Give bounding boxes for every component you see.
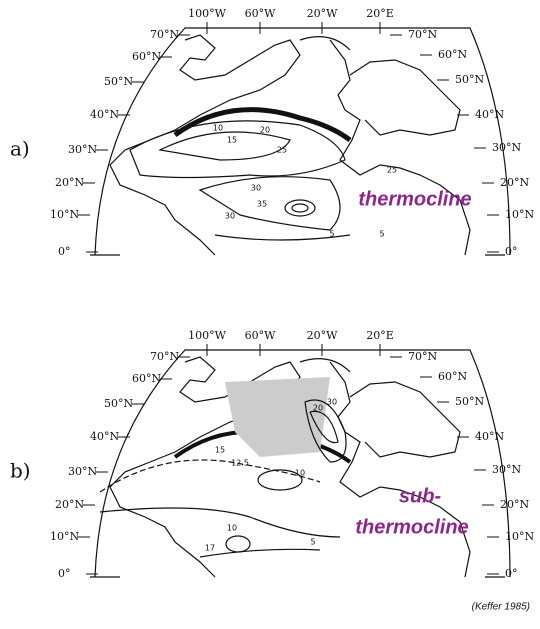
latitude-label: 0°: [58, 567, 71, 580]
latitude-label: 10°N: [505, 208, 534, 221]
latitude-label: 40°N: [475, 108, 504, 121]
contour: [160, 132, 290, 160]
contour-label: 30: [251, 184, 261, 193]
latitude-label: 50°N: [104, 75, 133, 88]
latitude-label: 70°N: [408, 28, 437, 41]
longitude-label: 20°W: [307, 329, 338, 342]
contour-label: 30: [327, 398, 337, 407]
coastline: [300, 359, 350, 372]
latitude-label: 20°N: [55, 498, 84, 511]
latitude-label: 40°N: [475, 430, 504, 443]
page: {"panels": [ {"label": "a)", "lon_labels…: [0, 0, 540, 629]
contour: [100, 460, 320, 492]
panel-label: a): [10, 137, 30, 161]
latitude-label: 0°: [58, 245, 71, 258]
longitude-label: 20°E: [366, 329, 394, 342]
panel-label: b): [10, 459, 31, 483]
latitude-label: 60°N: [132, 50, 161, 63]
annotation: sub-: [399, 485, 442, 507]
credit: (Keffer 1985): [472, 602, 530, 613]
latitude-label: 50°N: [104, 397, 133, 410]
contour-label: 20: [313, 404, 323, 413]
coastline: [330, 40, 470, 255]
contour-label: 15: [227, 136, 237, 145]
latitude-label: 20°N: [500, 176, 529, 189]
contour-label: 15: [215, 446, 225, 455]
contour-label: 10: [227, 524, 237, 533]
coastline: [330, 362, 470, 577]
contour-label: 35: [257, 200, 267, 209]
contour: [292, 204, 308, 212]
latitude-label: 60°N: [438, 370, 467, 383]
latitude-label: 10°N: [50, 530, 79, 543]
latitude-label: 40°N: [90, 430, 119, 443]
longitude-label: 20°W: [307, 7, 338, 20]
annotation: thermocline: [355, 516, 468, 538]
longitude-label: 60°W: [245, 329, 276, 342]
longitude-label: 60°W: [245, 7, 276, 20]
contour-label: 5: [379, 230, 384, 239]
contour-label: 25: [277, 146, 287, 155]
shaded-region: [225, 377, 330, 457]
latitude-label: 40°N: [90, 108, 119, 121]
contour-label: 30: [225, 212, 235, 221]
latitude-label: 10°N: [505, 530, 534, 543]
latitude-label: 50°N: [455, 73, 484, 86]
figure: (Keffer 1985) a)100°W60°W20°W20°E70°N60°…: [0, 0, 540, 629]
contour-label: 17: [205, 544, 215, 553]
latitude-label: 70°N: [150, 28, 179, 41]
latitude-label: 70°N: [408, 350, 437, 363]
contour: [226, 536, 250, 552]
contour-label: 20: [260, 126, 270, 135]
latitude-label: 60°N: [132, 372, 161, 385]
contour-label: 25: [387, 166, 397, 175]
contour: [285, 200, 315, 216]
latitude-label: 70°N: [150, 350, 179, 363]
latitude-label: 60°N: [438, 48, 467, 61]
latitude-label: 30°N: [68, 143, 97, 156]
latitude-label: 20°N: [55, 176, 84, 189]
contour: [200, 549, 320, 557]
contour-label: 5: [310, 538, 315, 547]
latitude-label: 30°N: [492, 463, 521, 476]
longitude-label: 20°E: [366, 7, 394, 20]
contour-label: 5: [329, 230, 334, 239]
annotation: thermocline: [358, 188, 471, 210]
latitude-label: 0°: [505, 567, 518, 580]
latitude-label: 30°N: [68, 465, 97, 478]
longitude-label: 100°W: [188, 7, 226, 20]
contour: [200, 177, 340, 230]
contour-label: 10: [295, 469, 305, 478]
latitude-label: 0°: [505, 245, 518, 258]
coastline: [350, 382, 460, 457]
latitude-label: 50°N: [455, 395, 484, 408]
longitude-label: 100°W: [188, 329, 226, 342]
coastline: [300, 37, 350, 50]
contour: [100, 508, 340, 537]
latitude-label: 10°N: [50, 208, 79, 221]
contour-label: 10: [213, 124, 223, 133]
coastline: [350, 60, 460, 135]
latitude-label: 20°N: [500, 498, 529, 511]
contour-label: 12.5: [231, 459, 249, 468]
latitude-label: 30°N: [492, 141, 521, 154]
